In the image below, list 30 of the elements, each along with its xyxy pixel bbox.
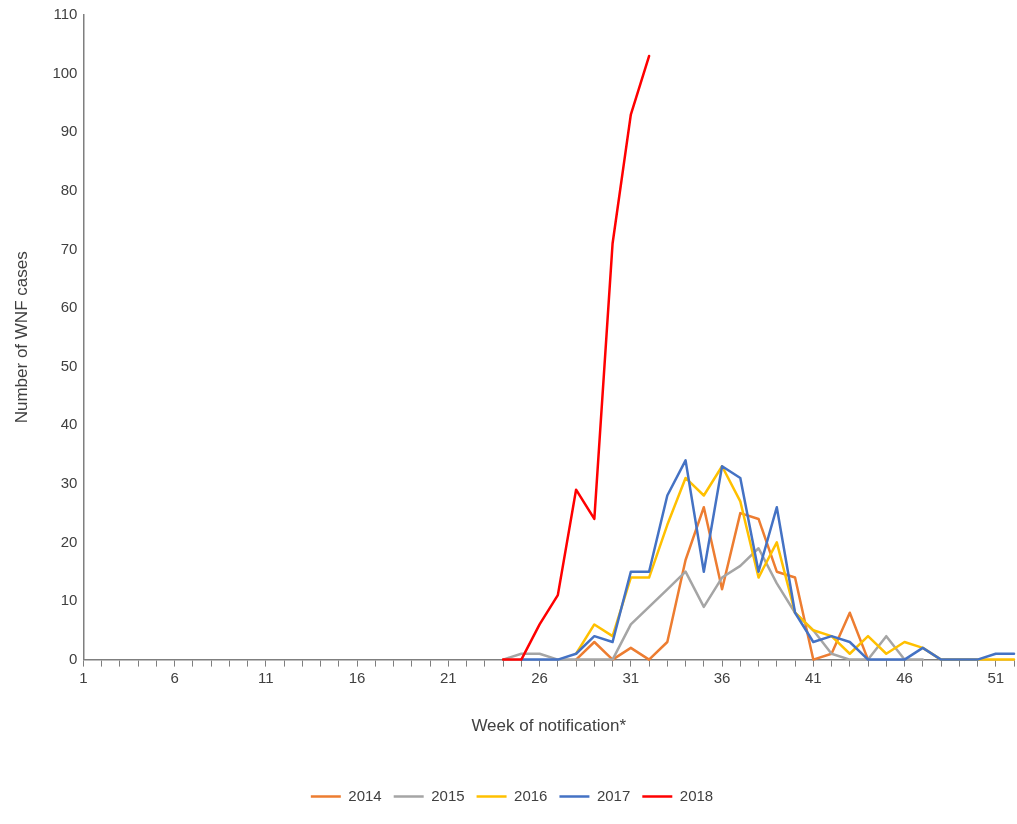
x-tick-label: 16 [348,668,366,686]
x-tick-label: 26 [531,668,548,686]
x-tick-label: 1 [79,668,88,686]
x-axis-title: Week of notification* [471,716,627,736]
x-tick-label: 31 [622,668,640,686]
y-tick-label: 90 [60,122,78,140]
x-tick-label: 46 [896,668,913,686]
x-tick-label: 41 [804,668,822,686]
x-tick-label: 36 [713,668,731,686]
y-tick-label: 70 [60,239,78,257]
x-tick-label: 6 [170,668,179,686]
legend-label: 2018 [679,786,714,804]
y-axis-title: Number of WNF cases [11,251,31,424]
y-tick-label: 40 [60,415,78,433]
legend-label: 2014 [348,786,382,804]
y-tick-label: 50 [60,356,78,374]
y-tick-label: 20 [60,532,78,550]
legend-label: 2016 [514,786,548,804]
y-tick-label: 80 [60,180,78,198]
y-tick-label: 0 [69,649,78,667]
y-tick-label: 110 [53,5,78,23]
x-tick-label: 11 [258,668,274,686]
legend-label: 2017 [596,786,631,804]
y-tick-label: 100 [52,63,78,81]
y-tick-label: 10 [60,591,78,609]
legend-label: 2015 [431,786,465,804]
y-tick-label: 30 [60,473,78,491]
x-tick-label: 21 [440,668,457,686]
x-tick-label: 51 [987,668,1005,686]
y-tick-label: 60 [60,298,78,316]
